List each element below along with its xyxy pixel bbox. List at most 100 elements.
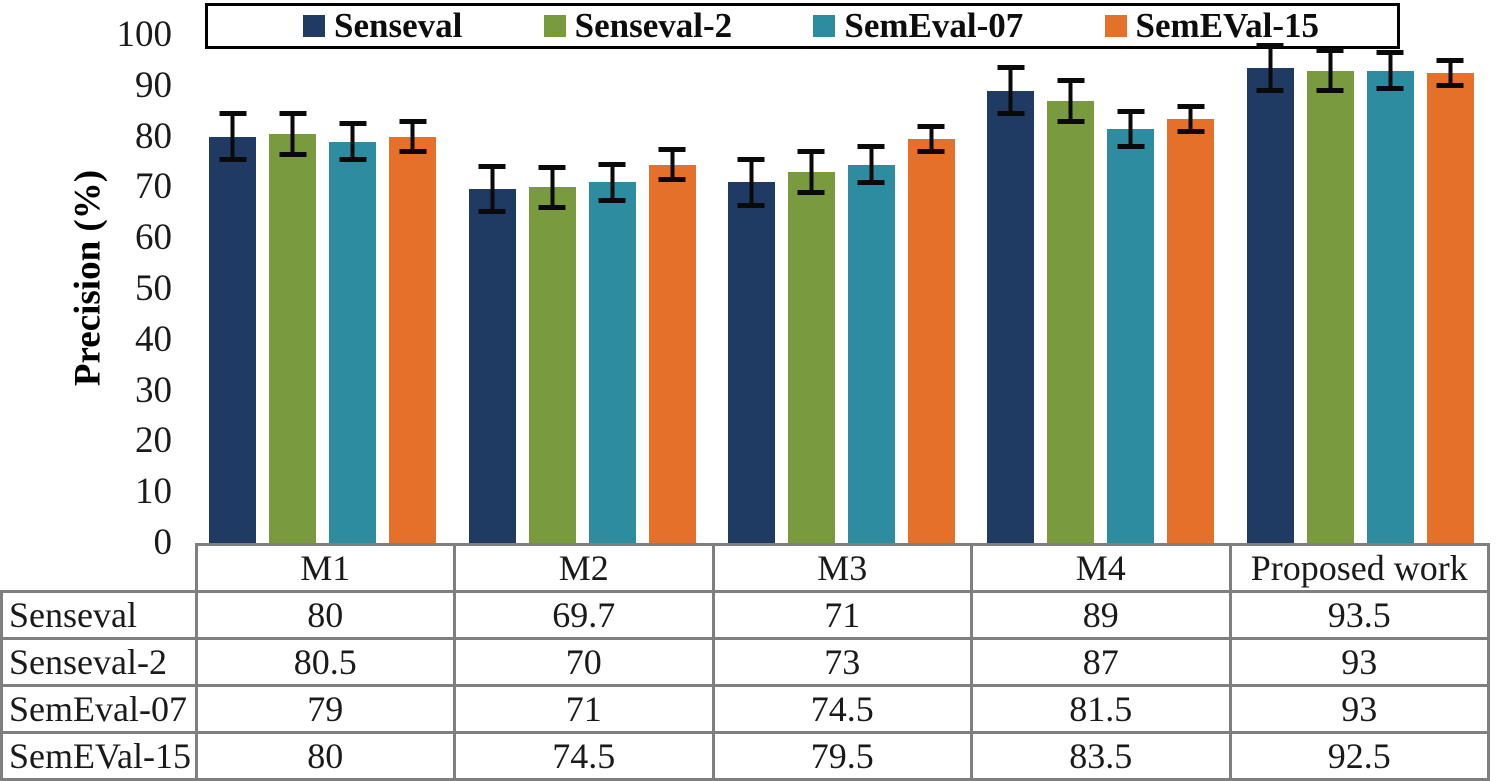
error-bar: [1436, 57, 1464, 89]
bar-slot: [727, 0, 775, 543]
bar-senseval-2-proposed-work: [1306, 70, 1354, 543]
error-bar-stem: [230, 116, 235, 157]
y-tick-30: 30: [135, 369, 172, 411]
table-cell: 80.5: [194, 637, 456, 687]
legend-item-senseval-2: Senseval-2: [543, 6, 732, 46]
error-bar-cap: [1117, 144, 1145, 150]
error-bar-stem: [610, 167, 615, 198]
error-bar: [1316, 47, 1344, 94]
error-bar-stem: [749, 161, 754, 203]
y-tick-70: 70: [135, 166, 172, 208]
bar-semeval-07-proposed-work: [1366, 70, 1414, 543]
error-bar-cap: [1316, 88, 1344, 94]
bar-semeval-07-m3: [847, 164, 895, 543]
error-bar: [857, 144, 885, 185]
error-bar: [538, 164, 566, 211]
bar-group-proposed-work: [1231, 0, 1490, 543]
error-bar: [219, 111, 247, 162]
bar-slot: [907, 0, 955, 543]
legend-label: SemEval-07: [844, 6, 1024, 45]
error-bar-stem: [1388, 55, 1393, 86]
table-cell: 71: [711, 590, 973, 640]
bar-slot: [787, 0, 835, 543]
bar-semeval-15-m1: [389, 136, 437, 543]
bar-slot: [329, 0, 377, 543]
legend-label: SemEVal-15: [1135, 6, 1319, 45]
error-bar-cap: [598, 162, 626, 168]
row-label-senseval-2: Senseval-2: [0, 637, 198, 687]
error-bar-cap: [1177, 129, 1205, 135]
error-bar: [399, 118, 427, 155]
table-cell: 74.5: [711, 684, 973, 734]
bar-semeval-07-m4: [1107, 128, 1155, 543]
error-bar-cap: [339, 157, 367, 162]
error-bar-cap: [737, 202, 765, 208]
error-bar: [737, 156, 765, 208]
error-bar-cap: [478, 209, 506, 215]
error-bar-cap: [339, 121, 367, 127]
error-bar-cap: [1436, 83, 1464, 89]
error-bar-cap: [219, 111, 247, 117]
table-header-m1: M1: [194, 543, 456, 593]
error-bar-cap: [1057, 78, 1085, 84]
error-bar-cap: [279, 111, 307, 117]
bar-slot: [847, 0, 895, 543]
bar-slot: [468, 0, 516, 543]
error-bar: [1177, 103, 1205, 135]
y-tick-80: 80: [135, 115, 172, 157]
error-bar-stem: [869, 149, 874, 180]
table-row: SemEVal-15 80 74.5 79.5 83.5 92.5: [0, 731, 1490, 781]
error-bar: [598, 162, 626, 203]
legend-swatch-icon: [1104, 15, 1127, 37]
row-label-senseval: Senseval: [0, 590, 198, 640]
table-cell: 93.5: [1228, 590, 1490, 640]
error-bar-cap: [737, 156, 765, 162]
y-tick-100: 100: [116, 14, 173, 55]
error-bar-cap: [1436, 57, 1464, 63]
bar-senseval-2-m2: [528, 187, 576, 543]
legend-swatch-icon: [543, 15, 566, 37]
error-bar-stem: [670, 151, 675, 178]
error-bar-stem: [1448, 62, 1453, 84]
bar-group-m1: [193, 0, 452, 543]
table-cell: 80: [194, 590, 456, 640]
legend-swatch-icon: [303, 15, 325, 37]
error-bar-stem: [809, 154, 814, 191]
row-label-semeval-15: SemEVal-15: [0, 731, 198, 781]
table-cell: 92.5: [1228, 731, 1490, 781]
bar-senseval-m3: [727, 182, 775, 543]
bar-senseval-2-m3: [787, 172, 835, 543]
table-cell: 93: [1228, 684, 1490, 734]
y-tick-50: 50: [135, 268, 172, 309]
bar-group-m3: [712, 0, 971, 543]
error-bar: [1117, 108, 1145, 150]
y-tick-90: 90: [135, 64, 172, 106]
bar-senseval-m4: [987, 90, 1035, 543]
bar-group-m4: [971, 0, 1230, 543]
y-tick-40: 40: [135, 318, 172, 360]
bar-slot: [588, 0, 636, 543]
bar-semeval-07-m1: [329, 141, 377, 543]
error-bar-stem: [1328, 52, 1333, 89]
bar-slot: [1246, 0, 1294, 543]
bar-slot: [1047, 0, 1095, 543]
error-bar-stem: [929, 128, 934, 150]
error-bar-stem: [350, 126, 355, 157]
legend-item-semeval-07: SemEval-07: [813, 6, 1023, 46]
error-bar-cap: [857, 179, 885, 185]
error-bar-stem: [550, 169, 555, 206]
error-bar-cap: [797, 149, 825, 155]
data-table: M1 M2 M3 M4 Proposed work Senseval 80 69…: [0, 543, 1490, 781]
bar-slot: [1306, 0, 1354, 543]
error-bar-cap: [997, 111, 1025, 117]
table-cell: 83.5: [970, 731, 1232, 781]
error-bar: [279, 111, 307, 157]
bar-slot: [1107, 0, 1155, 543]
error-bar-cap: [1057, 118, 1085, 124]
bar-slot: [1426, 0, 1474, 543]
y-tick-10: 10: [135, 471, 172, 513]
bar-slot: [987, 0, 1035, 543]
bar-senseval-m2: [468, 188, 516, 543]
error-bar: [1057, 78, 1085, 124]
table-header-proposed-work: Proposed work: [1228, 543, 1490, 593]
